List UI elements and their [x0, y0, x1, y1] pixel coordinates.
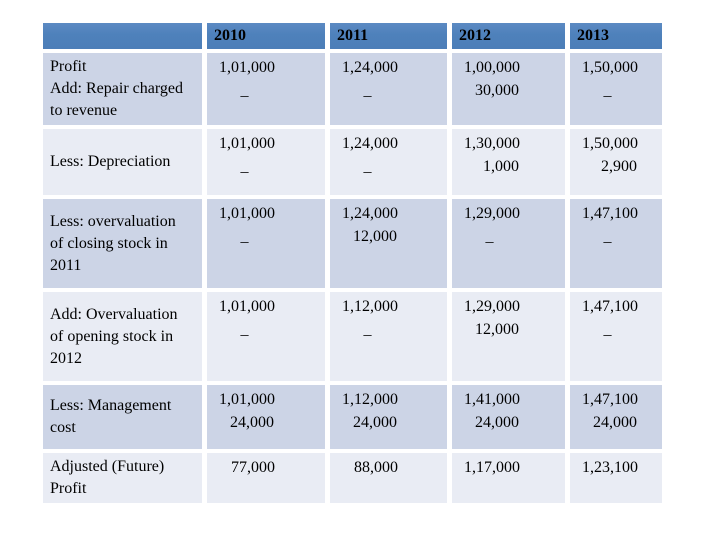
cell-2013: 1,23,100 [570, 453, 662, 503]
cell-sub: _ [240, 158, 249, 175]
cell-sub: 2,900 [601, 158, 637, 175]
row-label: Add: Overvaluation of opening stock in 2… [43, 292, 202, 381]
cell-sub: 12,000 [475, 321, 519, 338]
cell-main: 1,01,000 [219, 391, 275, 408]
cell-sub: _ [240, 82, 249, 99]
cell-2011: 1,12,000 24,000 [330, 385, 447, 449]
cell-main: 1,01,000 [219, 205, 275, 222]
cell-sub: _ [603, 228, 612, 245]
cell-2012: 1,17,000 [452, 453, 565, 503]
cell-main: 1,24,000 [342, 135, 398, 152]
cell-2011: 88,000 [330, 453, 447, 503]
table-row-adjusted-future-profit: Adjusted (Future) Profit 77,000 88,000 1… [43, 453, 662, 503]
cell-main: 1,47,100 [582, 205, 638, 222]
cell-sub: 24,000 [475, 414, 519, 431]
cell-2013: 1,50,000 2,900 [570, 129, 662, 195]
cell-2012: 1,29,000 _ [452, 199, 565, 288]
table-row-profit-add-repair: Profit Add: Repair charged to revenue 1,… [43, 53, 662, 125]
row-label: Less: Management cost [43, 385, 202, 449]
cell-sub: _ [363, 82, 372, 99]
cell-2013: 1,47,100 _ [570, 292, 662, 381]
header-cell-2011: 2011 [330, 23, 447, 49]
header-cell-blank [43, 23, 202, 49]
header-row: 2010 2011 2012 2013 [43, 23, 662, 49]
cell-main: 1,17,000 [464, 459, 520, 476]
cell-2013: 1,47,100 _ [570, 199, 662, 288]
cell-2010: 1,01,000 _ [207, 199, 325, 288]
cell-2012: 1,41,000 24,000 [452, 385, 565, 449]
row-label: Less: overvaluation of closing stock in … [43, 199, 202, 288]
cell-2010: 1,01,000 _ [207, 53, 325, 125]
cell-main: 1,01,000 [219, 298, 275, 315]
cell-sub: 12,000 [353, 228, 397, 245]
header-cell-2012: 2012 [452, 23, 565, 49]
cell-sub: 30,000 [475, 82, 519, 99]
cell-sub: _ [363, 158, 372, 175]
adjusted-profit-table: 2010 2011 2012 2013 Profit Add: Repair c… [38, 19, 667, 507]
cell-main: 1,24,000 [342, 205, 398, 222]
cell-main: 77,000 [231, 459, 275, 476]
cell-2012: 1,29,000 12,000 [452, 292, 565, 381]
cell-sub: _ [240, 321, 249, 338]
cell-sub: 1,000 [483, 158, 519, 175]
cell-2012: 1,30,000 1,000 [452, 129, 565, 195]
cell-2011: 1,24,000 _ [330, 129, 447, 195]
cell-2011: 1,24,000 12,000 [330, 199, 447, 288]
cell-2013: 1,47,100 24,000 [570, 385, 662, 449]
cell-2013: 1,50,000 _ [570, 53, 662, 125]
cell-main: 1,00,000 [464, 59, 520, 76]
cell-sub: _ [603, 321, 612, 338]
row-label: Adjusted (Future) Profit [43, 453, 202, 503]
cell-main: 1,29,000 [464, 298, 520, 315]
cell-main: 1,30,000 [464, 135, 520, 152]
cell-sub: 24,000 [353, 414, 397, 431]
cell-main: 1,12,000 [342, 298, 398, 315]
cell-main: 1,50,000 [582, 135, 638, 152]
cell-main: 1,47,100 [582, 298, 638, 315]
adjusted-profit-table-wrap: 2010 2011 2012 2013 Profit Add: Repair c… [38, 19, 667, 507]
cell-main: 1,24,000 [342, 59, 398, 76]
cell-main: 1,23,100 [582, 459, 638, 476]
cell-main: 1,50,000 [582, 59, 638, 76]
cell-main: 1,41,000 [464, 391, 520, 408]
table-row-less-overvaluation-closing: Less: overvaluation of closing stock in … [43, 199, 662, 288]
cell-sub: 24,000 [593, 414, 637, 431]
cell-2010: 77,000 [207, 453, 325, 503]
header-cell-2010: 2010 [207, 23, 325, 49]
cell-main: 1,12,000 [342, 391, 398, 408]
table-row-add-overvaluation-opening: Add: Overvaluation of opening stock in 2… [43, 292, 662, 381]
cell-sub: _ [603, 82, 612, 99]
cell-sub: 24,000 [230, 414, 274, 431]
table-row-less-management-cost: Less: Management cost 1,01,000 24,000 1,1… [43, 385, 662, 449]
cell-main: 88,000 [354, 459, 398, 476]
header-cell-2013: 2013 [570, 23, 662, 49]
cell-sub: _ [485, 228, 494, 245]
cell-main: 1,29,000 [464, 205, 520, 222]
row-label: Less: Depreciation [43, 129, 202, 195]
cell-2011: 1,24,000 _ [330, 53, 447, 125]
cell-2010: 1,01,000 _ [207, 129, 325, 195]
cell-2012: 1,00,000 30,000 [452, 53, 565, 125]
row-label: Profit Add: Repair charged to revenue [43, 53, 202, 125]
cell-2010: 1,01,000 24,000 [207, 385, 325, 449]
cell-main: 1,01,000 [219, 59, 275, 76]
table-row-less-depreciation: Less: Depreciation 1,01,000 _ 1,24,000 _ 1… [43, 129, 662, 195]
cell-main: 1,47,100 [582, 391, 638, 408]
cell-2010: 1,01,000 _ [207, 292, 325, 381]
cell-sub: _ [240, 228, 249, 245]
cell-main: 1,01,000 [219, 135, 275, 152]
cell-2011: 1,12,000 _ [330, 292, 447, 381]
cell-sub: _ [363, 321, 372, 338]
